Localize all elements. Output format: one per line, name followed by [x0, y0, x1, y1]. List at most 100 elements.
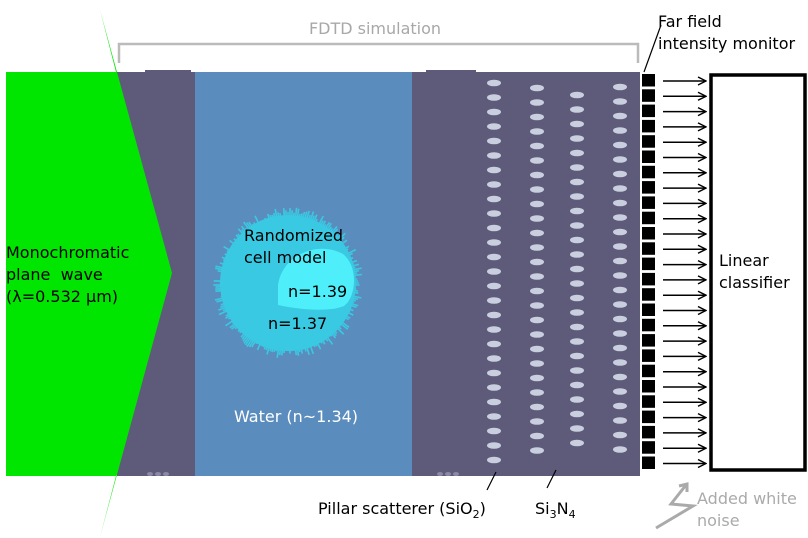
pillar-scatterer — [570, 352, 584, 360]
pillar-scatterer — [487, 456, 501, 464]
pillar-scatterer — [613, 170, 627, 178]
pillar-scatterer — [487, 384, 501, 391]
pillar-scatterer — [530, 273, 544, 280]
monitor-pixel — [642, 257, 655, 271]
pillar-label-sub: 2 — [473, 508, 480, 521]
pillar-scatterer — [613, 185, 627, 192]
pillar-scatterer — [530, 84, 544, 92]
pillar-scatterer — [613, 243, 627, 250]
pillar-scatterer — [613, 98, 627, 105]
pillar-scatterer — [487, 94, 501, 101]
classifier-label-line2: classifier — [719, 273, 790, 292]
pillar-scatterer — [530, 186, 544, 193]
pillar-scatterer — [487, 297, 501, 304]
monitor-pixel — [642, 395, 655, 408]
pillar-scatterer — [487, 210, 501, 217]
pillar-scatterer — [530, 360, 544, 367]
pillar-scatterer — [163, 472, 169, 476]
pillar-scatterer — [487, 413, 501, 420]
pillar-scatterer — [437, 472, 443, 476]
pillar-scatterer — [613, 373, 627, 381]
pillar-scatterer — [530, 142, 544, 150]
pillar-scatterer — [613, 112, 627, 120]
pillar-scatterer — [487, 427, 501, 435]
pillar-scatterer — [530, 128, 544, 135]
pillar-scatterer — [570, 410, 584, 418]
pillar-scatterer — [487, 442, 501, 449]
pillar-scatterer — [613, 330, 627, 337]
pillar-scatterer — [570, 120, 584, 128]
linear-classifier-box — [709, 73, 807, 472]
monitor-pixel — [642, 364, 655, 378]
fdtd-simulation-label: FDTD simulation — [309, 19, 441, 38]
pillar-scatterer — [487, 355, 501, 362]
pillar-scatterer — [530, 287, 544, 295]
pillar-scatterer — [570, 396, 584, 403]
pillar-scatterer — [453, 472, 459, 476]
cell-label-line1: Randomized — [244, 226, 343, 245]
pillar-scatterer — [155, 472, 161, 476]
pillar-scatterer — [487, 195, 501, 203]
pillar-scatterer — [530, 157, 544, 164]
pillar-scatterer — [570, 280, 584, 287]
pillar-scatterer — [487, 79, 501, 87]
water-label: Water (n~1.34) — [234, 407, 358, 426]
monitor-pixel — [642, 349, 655, 362]
pillar-scatterer — [530, 403, 544, 411]
pillar-scatterer — [487, 166, 501, 174]
pillar-scatterer — [445, 472, 451, 476]
pillar-scatterer — [530, 302, 544, 309]
pillar-scatterer — [613, 272, 627, 279]
si3n4-leader — [546, 469, 557, 489]
si3n4-label: Si3N4 — [535, 499, 576, 521]
pillar-scatterer — [530, 389, 544, 396]
monitor-pixel — [642, 380, 655, 393]
pillar-label: Pillar scatterer (SiO2) — [318, 499, 486, 521]
output-arrows — [663, 81, 706, 464]
pillar-scatterer — [613, 141, 627, 149]
monitor-pixel — [642, 135, 655, 148]
noise-label-line2: noise — [697, 511, 740, 530]
pillar-scatterer — [530, 331, 544, 338]
pillar-scatterer — [487, 137, 501, 145]
pillar-scatterer — [570, 91, 584, 99]
si3n4-sub3: 3 — [550, 508, 557, 521]
pillar-scatterer — [570, 323, 584, 331]
monitor-pixel — [642, 104, 655, 118]
pillar-scatterer — [570, 106, 584, 113]
pillar-scatterer — [487, 253, 501, 261]
classifier-label-line1: Linear — [719, 251, 769, 270]
monitor-pixel — [642, 303, 655, 316]
pillar-scatterer — [487, 224, 501, 232]
pillar-scatterer — [530, 447, 544, 454]
monitor-pixel — [642, 441, 655, 454]
pillar-scatterer — [570, 193, 584, 200]
source-label-line3: (λ=0.532 μm) — [6, 287, 118, 306]
pillar-scatterer — [613, 199, 627, 207]
far-field-monitor — [640, 72, 657, 476]
pillar-scatterer — [570, 207, 584, 215]
pillar-scatterer — [613, 431, 627, 439]
pillar-scatterer — [487, 123, 501, 130]
pillar-scatterer — [530, 99, 544, 106]
pillar-scatterer — [487, 398, 501, 406]
monitor-pixel — [642, 227, 655, 240]
cell-nucleus — [278, 248, 354, 310]
pillar-scatterer — [570, 149, 584, 157]
pillar-scatterer — [487, 152, 501, 159]
monitor-pixel — [642, 334, 655, 347]
noise-label-line1: Added white — [697, 489, 797, 508]
pillar-scatterer — [613, 315, 627, 323]
nucleus-index-label: n=1.39 — [288, 282, 347, 301]
pillar-scatterer — [487, 369, 501, 377]
pillar-scatterer — [613, 301, 627, 308]
pillar-scatterer — [570, 251, 584, 258]
monitor-pixel — [642, 196, 655, 209]
pillar-scatterer — [570, 178, 584, 186]
monitor-pixel — [642, 150, 655, 163]
monitor-pixel — [642, 318, 655, 332]
pillar-scatterer — [570, 309, 584, 316]
pillar-leader — [486, 471, 497, 491]
pillar-scatterer — [530, 215, 544, 222]
pillar-scatterer — [613, 83, 627, 91]
